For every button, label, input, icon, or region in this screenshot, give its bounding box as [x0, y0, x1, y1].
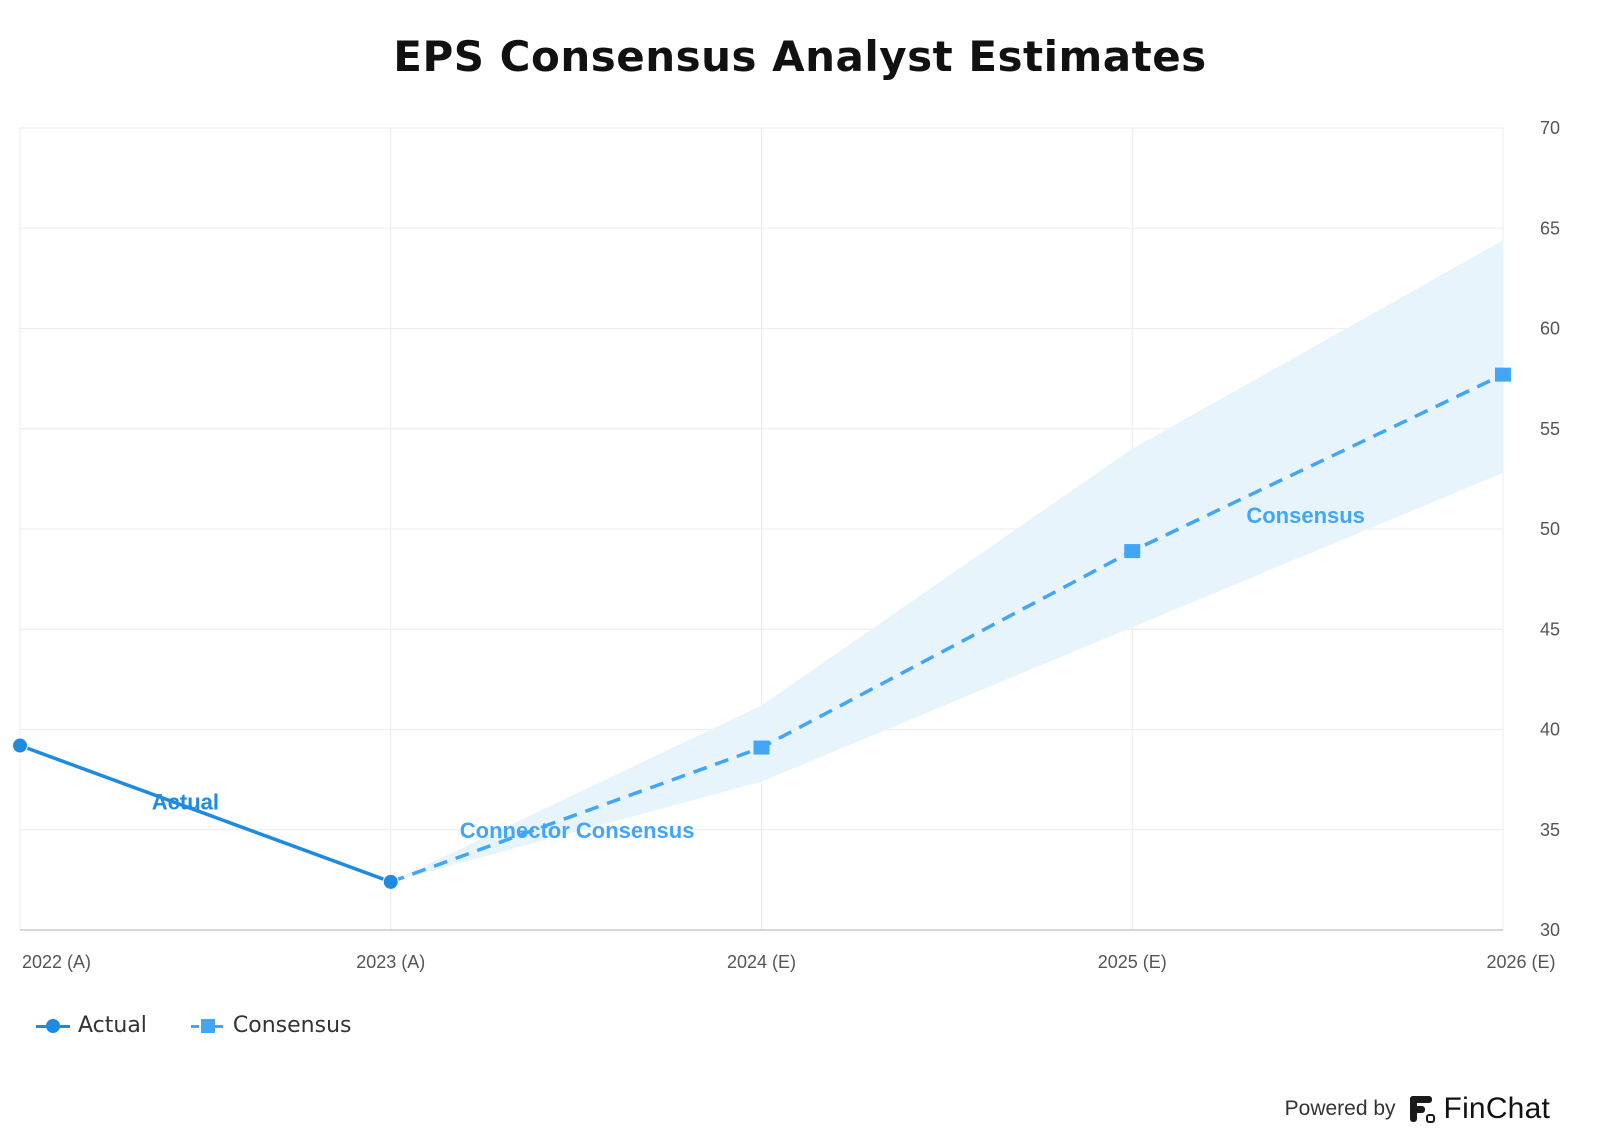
powered-by-footer[interactable]: Powered by FinChat: [1285, 1092, 1550, 1126]
y-tick-label: 45: [1540, 619, 1560, 639]
legend-item-consensus[interactable]: Consensus: [190, 1013, 352, 1038]
powered-by-label: Powered by: [1284, 1097, 1396, 1120]
y-tick-label: 60: [1540, 319, 1560, 339]
y-tick-label: 40: [1540, 720, 1560, 740]
legend-label-actual: Actual: [78, 1013, 147, 1038]
data-point-consensus[interactable]: [753, 740, 770, 755]
y-tick-label: 50: [1540, 519, 1560, 539]
y-tick-label: 30: [1540, 920, 1560, 940]
y-tick-label: 65: [1540, 218, 1560, 238]
legend-label-consensus: Consensus: [232, 1013, 352, 1038]
annotation-label: Actual: [152, 790, 219, 815]
x-tick-label: 2023 (A): [356, 952, 425, 972]
data-point-actual[interactable]: [382, 873, 399, 890]
x-tick-label: 2022 (A): [22, 952, 91, 972]
legend-item-actual[interactable]: Actual: [36, 1013, 147, 1038]
consensus-range-band: [390, 240, 1503, 882]
annotation-label: Connector Consensus: [460, 818, 695, 843]
y-tick-label: 35: [1540, 820, 1560, 840]
x-tick-label: 2025 (E): [1098, 952, 1167, 972]
legend-symbol-consensus: [190, 1016, 225, 1036]
finchat-logo-icon: [1409, 1096, 1435, 1123]
series-line-actual: [19, 743, 392, 884]
eps-chart: 30 35 40 45 50 55 60 65 70 2022 (A) 2023 (A) 2024 (…: [12, 118, 1560, 972]
x-tick-label: 2026 (E): [1486, 952, 1555, 972]
series-line-consensus: [390, 373, 1504, 884]
legend-symbol-actual: [36, 1016, 70, 1036]
x-tick-label: 2024 (E): [727, 952, 796, 972]
chart-legend: Actual Consensus: [36, 1013, 396, 1038]
finchat-brand: FinChat: [1443, 1092, 1550, 1125]
annotation-label: Consensus: [1246, 503, 1365, 528]
data-point-consensus[interactable]: [1124, 544, 1141, 559]
data-point-consensus[interactable]: [1495, 367, 1511, 382]
data-point-actual[interactable]: [12, 737, 28, 754]
chart-title: EPS Consensus Analyst Estimates: [393, 32, 1207, 81]
y-tick-label: 55: [1540, 419, 1560, 439]
y-tick-label: 70: [1540, 118, 1560, 138]
